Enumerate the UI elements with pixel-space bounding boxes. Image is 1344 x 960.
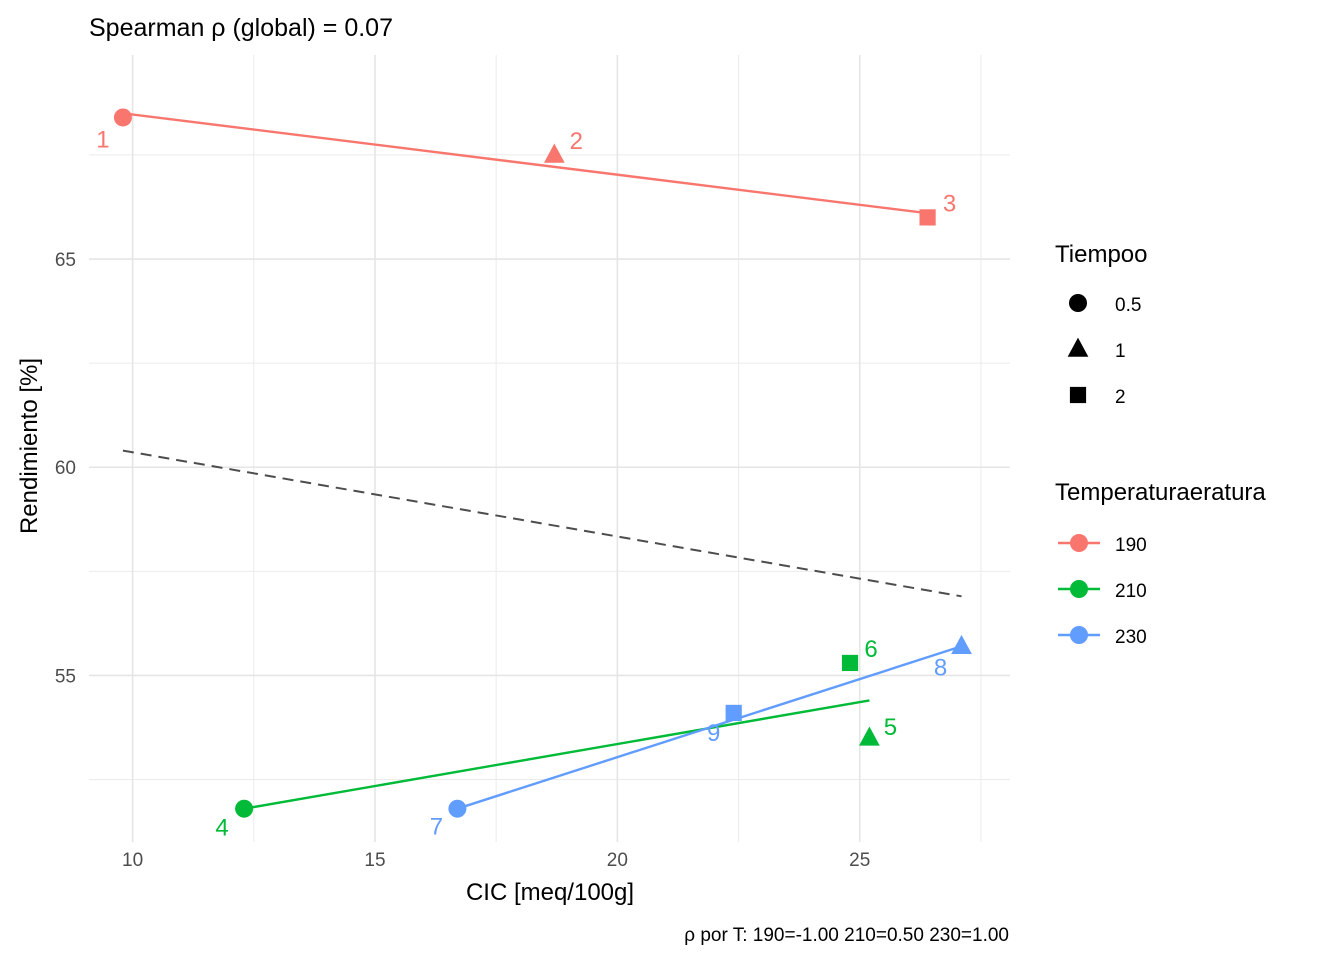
point-label-6: 6 <box>864 636 877 663</box>
legend-tiempo-label: 1 <box>1115 341 1126 362</box>
data-point-4 <box>235 799 254 818</box>
legend-temperatura: Temperaturaeratura 190 210 230 <box>1055 479 1266 648</box>
legend-shape-triangle <box>1067 337 1089 357</box>
legend-temperatura-label: 230 <box>1115 627 1147 648</box>
legend-tiempo: Tiempoo 0.5 1 2 <box>1055 241 1147 408</box>
legend-tiempo-label: 2 <box>1115 387 1126 408</box>
legend-color-swatch <box>1070 626 1088 644</box>
legend-shape-square <box>1069 386 1087 404</box>
legend-tiempo-label: 0.5 <box>1115 295 1141 316</box>
fit-line-230 <box>457 645 962 810</box>
point-label-2: 2 <box>570 128 583 155</box>
major-grid <box>89 55 1010 842</box>
point-label-9: 9 <box>707 720 720 747</box>
data-point-2 <box>543 143 565 163</box>
fit-line-190 <box>122 112 928 215</box>
legend-shape-circle <box>1069 294 1087 312</box>
legend-temperatura-label: 210 <box>1115 581 1147 602</box>
x-tick-label: 20 <box>607 850 628 871</box>
y-tick-label: 55 <box>55 666 76 687</box>
data-points <box>113 108 972 818</box>
legend-tiempo-title: Tiempoo <box>1055 241 1147 268</box>
data-point-9 <box>725 704 742 722</box>
point-label-7: 7 <box>430 814 443 841</box>
x-tick-label: 10 <box>122 850 143 871</box>
global-fit-line <box>122 449 962 598</box>
point-label-4: 4 <box>215 815 228 842</box>
legend-temperatura-title: Temperaturaeratura <box>1055 479 1266 506</box>
fit-line-210 <box>243 699 870 810</box>
legend-color-swatch <box>1070 580 1088 598</box>
legend-color-swatch <box>1070 534 1088 552</box>
data-point-3 <box>919 209 936 226</box>
x-tick-label: 25 <box>849 850 870 871</box>
y-tick-label: 60 <box>55 458 76 479</box>
minor-grid <box>89 55 1010 842</box>
y-axis-title: Rendimiento [%] <box>16 358 43 534</box>
regression-lines <box>122 112 962 810</box>
data-point-1 <box>113 108 132 127</box>
point-labels: 1 2 3 4 5 6 7 8 9 <box>96 126 956 841</box>
y-axis-ticks: 55 60 65 <box>55 250 76 687</box>
point-label-8: 8 <box>934 654 947 681</box>
legend-temperatura-label: 190 <box>1115 535 1147 556</box>
chart-caption: ρ por T: 190=-1.00 210=0.50 230=1.00 <box>684 925 1009 946</box>
x-axis-ticks: 10 15 20 25 <box>122 850 870 871</box>
y-tick-label: 65 <box>55 250 76 271</box>
chart-title: Spearman ρ (global) = 0.07 <box>89 14 393 42</box>
data-point-6 <box>841 654 859 672</box>
x-tick-label: 15 <box>364 850 385 871</box>
data-point-7 <box>448 799 467 818</box>
point-label-3: 3 <box>943 190 956 217</box>
point-label-1: 1 <box>96 126 109 153</box>
x-axis-title: CIC [meq/100g] <box>466 879 634 906</box>
data-point-5 <box>859 726 880 746</box>
point-label-5: 5 <box>884 714 897 741</box>
data-point-8 <box>951 634 972 655</box>
